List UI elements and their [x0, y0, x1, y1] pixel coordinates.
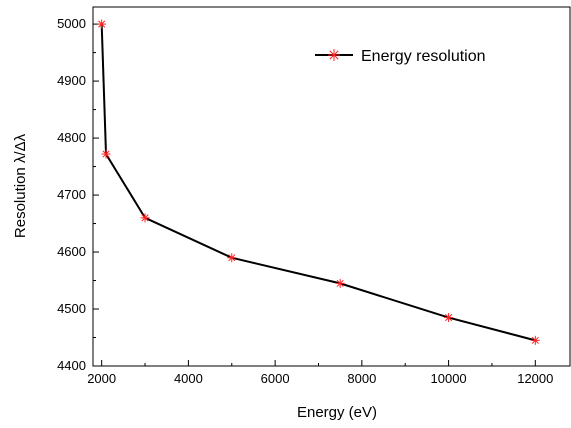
x-tick-label: 12000	[517, 371, 553, 386]
y-tick-label: 4600	[57, 244, 86, 259]
x-tick-label: 10000	[431, 371, 467, 386]
y-tick-label: 4800	[57, 130, 86, 145]
x-axis-title: Energy (eV)	[297, 404, 377, 421]
y-axis-ticks: 4400 4500 4600 4700 4800 4900 5000	[57, 16, 99, 373]
data-point	[140, 213, 150, 223]
y-tick-label: 5000	[57, 16, 86, 31]
x-axis-ticks: 2000 4000 6000 8000 10000 12000	[87, 360, 553, 386]
y-tick-label: 4700	[57, 187, 86, 202]
data-point	[227, 253, 237, 263]
legend-label: Energy resolution	[361, 48, 486, 65]
data-point	[444, 313, 454, 323]
data-point	[530, 335, 540, 345]
x-tick-label: 6000	[261, 371, 290, 386]
legend-marker	[328, 49, 340, 61]
x-tick-label: 2000	[87, 371, 116, 386]
series-group	[97, 19, 540, 345]
y-tick-label: 4400	[57, 358, 86, 373]
y-tick-label: 4900	[57, 73, 86, 88]
y-tick-label: 4500	[57, 301, 86, 316]
legend-asterisk	[328, 49, 340, 61]
series-line	[100, 24, 536, 342]
x-tick-label: 8000	[347, 371, 376, 386]
plot-frame	[92, 6, 571, 367]
data-point	[97, 19, 107, 29]
data-point	[101, 149, 111, 159]
data-point	[335, 278, 345, 288]
legend: Energy resolution	[315, 48, 486, 65]
y-axis-title: Resolution λ/Δλ	[12, 133, 29, 238]
x-tick-label: 4000	[174, 371, 203, 386]
